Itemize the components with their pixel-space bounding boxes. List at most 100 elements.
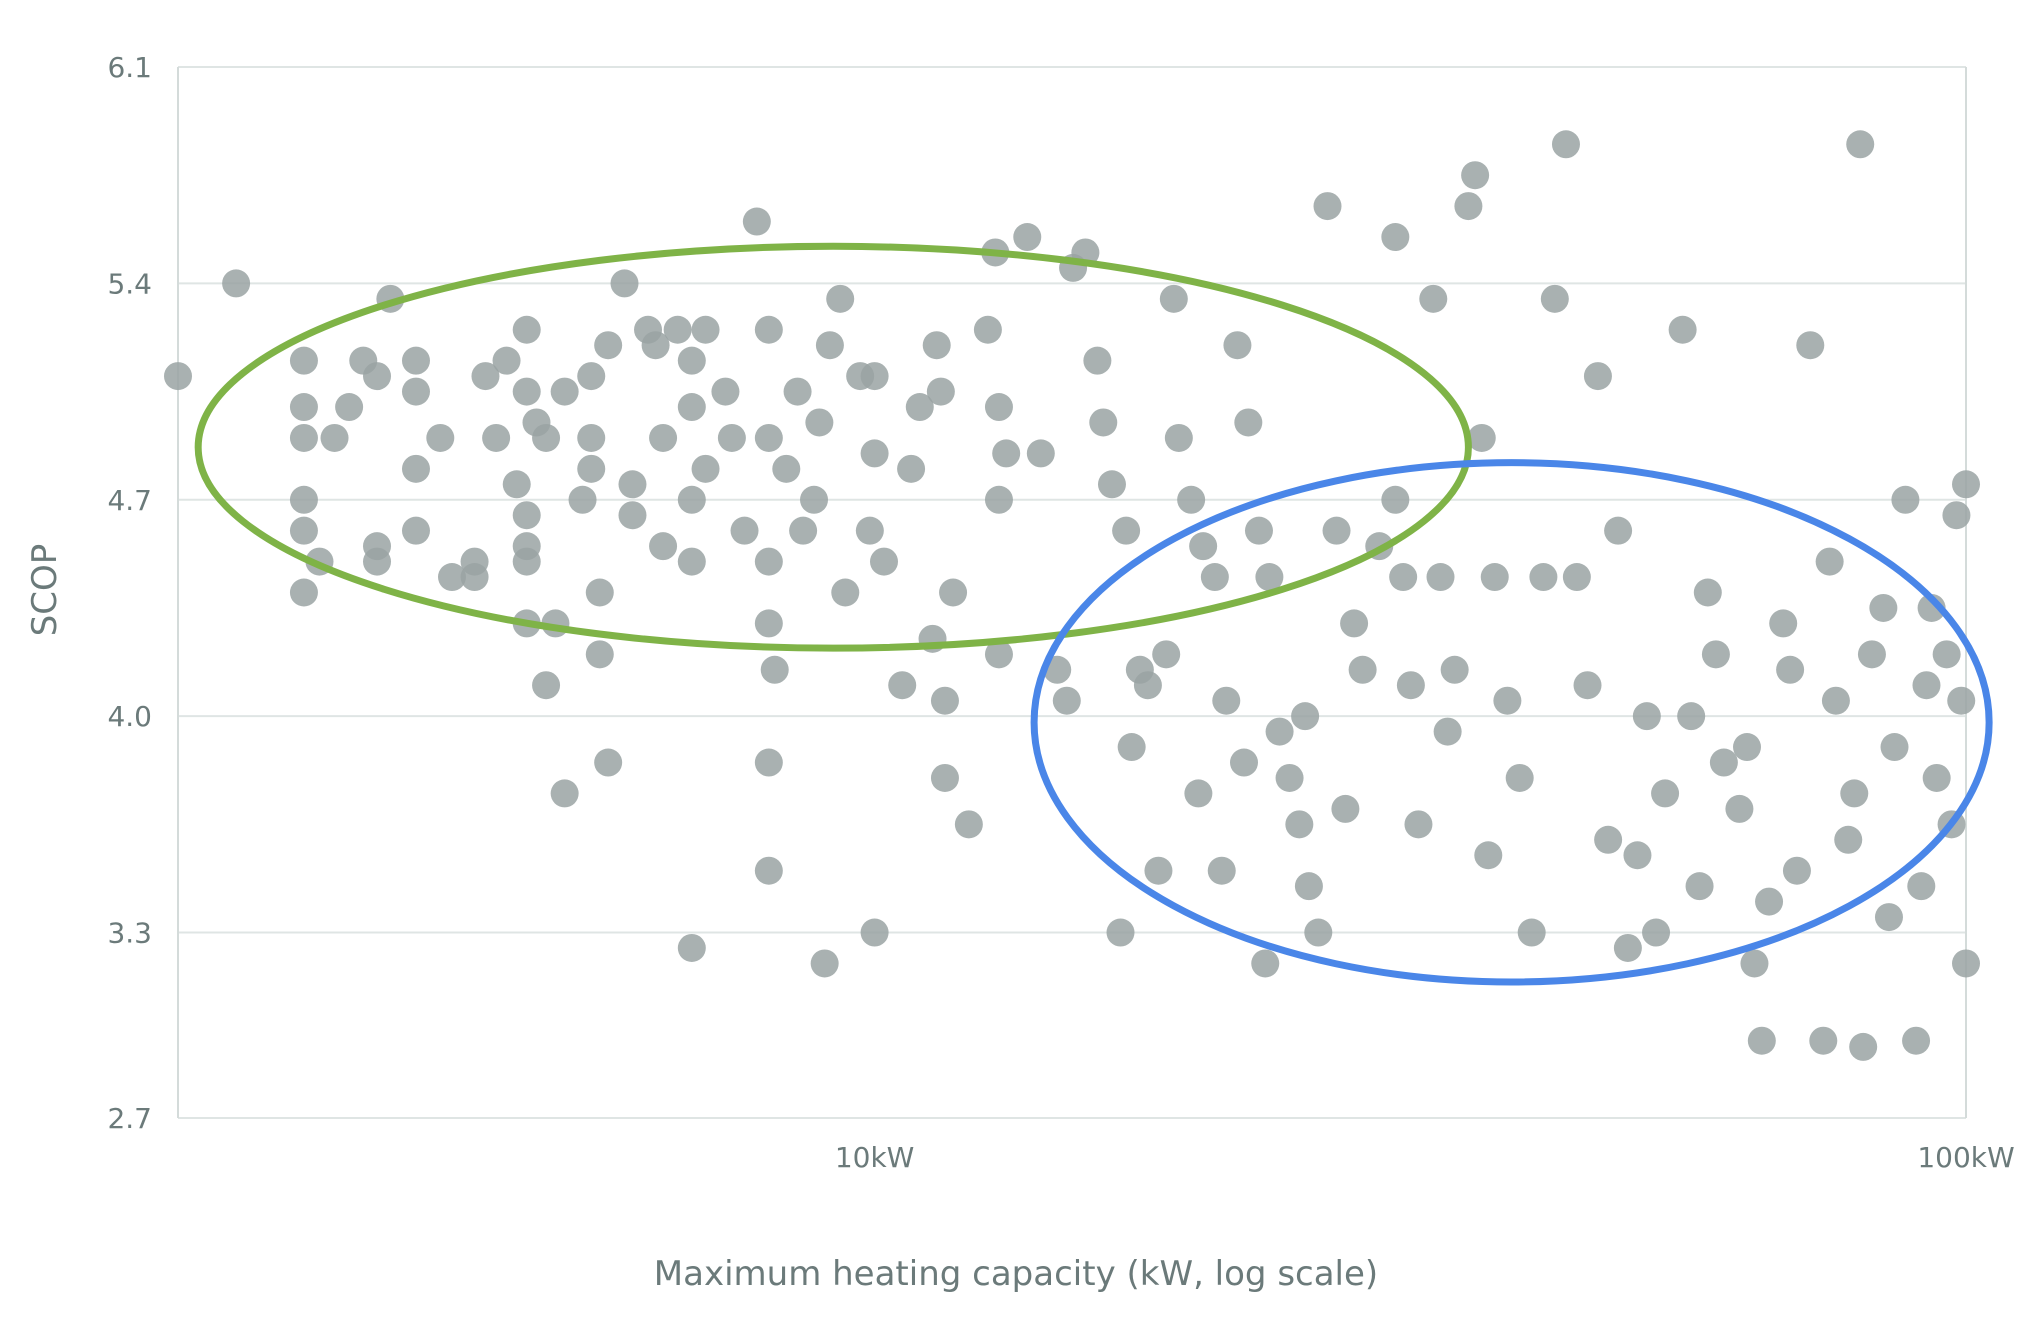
data-point xyxy=(1942,501,1971,530)
data-point xyxy=(426,423,455,452)
data-point xyxy=(1834,825,1863,854)
data-point xyxy=(1381,485,1410,514)
data-point xyxy=(512,501,541,530)
data-point xyxy=(1285,810,1314,839)
data-point xyxy=(1229,748,1258,777)
data-point xyxy=(1709,748,1738,777)
data-point xyxy=(1604,516,1633,545)
data-point xyxy=(754,547,783,576)
data-point xyxy=(1433,717,1462,746)
data-point xyxy=(869,547,898,576)
data-point xyxy=(289,485,318,514)
data-point xyxy=(783,377,812,406)
data-point xyxy=(1144,856,1173,885)
data-point xyxy=(1912,671,1941,700)
data-point xyxy=(1304,918,1333,947)
y-tick-label: 4.7 xyxy=(107,484,152,517)
data-point xyxy=(1947,686,1976,715)
data-point xyxy=(1562,563,1591,592)
data-point xyxy=(594,748,623,777)
data-point xyxy=(1573,671,1602,700)
data-point xyxy=(550,377,579,406)
y-tick-label: 6.1 xyxy=(107,51,152,84)
data-point xyxy=(1133,671,1162,700)
data-point xyxy=(860,439,889,468)
data-point xyxy=(401,516,430,545)
data-point xyxy=(618,501,647,530)
data-point xyxy=(641,331,670,360)
data-point xyxy=(1419,284,1448,313)
y-tick-label: 3.3 xyxy=(107,917,152,950)
data-point xyxy=(1340,609,1369,638)
data-point xyxy=(1426,563,1455,592)
data-point xyxy=(585,640,614,669)
data-point xyxy=(1480,563,1509,592)
data-point xyxy=(1454,192,1483,221)
data-point xyxy=(1668,315,1697,344)
data-points xyxy=(164,130,1980,1061)
data-point xyxy=(577,454,606,483)
data-point xyxy=(754,748,783,777)
data-point xyxy=(826,284,855,313)
data-point xyxy=(1291,702,1320,731)
data-point xyxy=(754,609,783,638)
data-point xyxy=(1740,949,1769,978)
data-point xyxy=(760,655,789,684)
data-point xyxy=(1613,933,1642,962)
data-point xyxy=(805,408,834,437)
data-point xyxy=(754,423,783,452)
data-point xyxy=(1106,918,1135,947)
y-tick-label: 2.7 xyxy=(107,1102,152,1135)
data-point xyxy=(1815,547,1844,576)
data-point xyxy=(1026,439,1055,468)
data-point xyxy=(222,269,251,298)
y-tick-label: 5.4 xyxy=(107,267,152,300)
data-point xyxy=(1097,470,1126,499)
data-point xyxy=(1112,516,1141,545)
data-point xyxy=(992,439,1021,468)
x-tick-labels: 10kW 100kW xyxy=(835,1141,2015,1174)
data-point xyxy=(1677,702,1706,731)
data-point xyxy=(1952,470,1980,499)
data-point xyxy=(363,547,392,576)
data-point xyxy=(926,377,955,406)
data-point xyxy=(649,423,678,452)
data-point xyxy=(1294,872,1323,901)
data-point xyxy=(512,547,541,576)
data-point xyxy=(1902,1026,1931,1055)
data-point xyxy=(954,810,983,839)
data-point xyxy=(677,346,706,375)
data-point xyxy=(532,423,561,452)
data-point xyxy=(471,362,500,391)
data-point xyxy=(1396,671,1425,700)
data-point xyxy=(922,331,951,360)
data-point xyxy=(1880,733,1909,762)
data-point xyxy=(335,393,364,422)
data-point xyxy=(1200,563,1229,592)
data-point xyxy=(401,377,430,406)
data-point xyxy=(1255,563,1284,592)
data-point xyxy=(1207,856,1236,885)
data-point xyxy=(1159,284,1188,313)
data-point xyxy=(550,779,579,808)
data-point xyxy=(1540,284,1569,313)
data-point xyxy=(1265,717,1294,746)
data-point xyxy=(1642,918,1671,947)
data-point xyxy=(1505,763,1534,792)
data-point xyxy=(1796,331,1825,360)
blue-cluster-ellipse xyxy=(1030,459,1993,986)
data-point xyxy=(815,331,844,360)
data-point xyxy=(691,315,720,344)
data-point xyxy=(577,423,606,452)
data-point xyxy=(984,393,1013,422)
data-point xyxy=(594,331,623,360)
data-point xyxy=(289,578,318,607)
data-point xyxy=(1083,346,1112,375)
data-point xyxy=(401,454,430,483)
data-point xyxy=(1594,825,1623,854)
data-point xyxy=(1922,763,1951,792)
data-point xyxy=(289,346,318,375)
data-point xyxy=(1846,130,1875,159)
data-point xyxy=(1849,1032,1878,1061)
